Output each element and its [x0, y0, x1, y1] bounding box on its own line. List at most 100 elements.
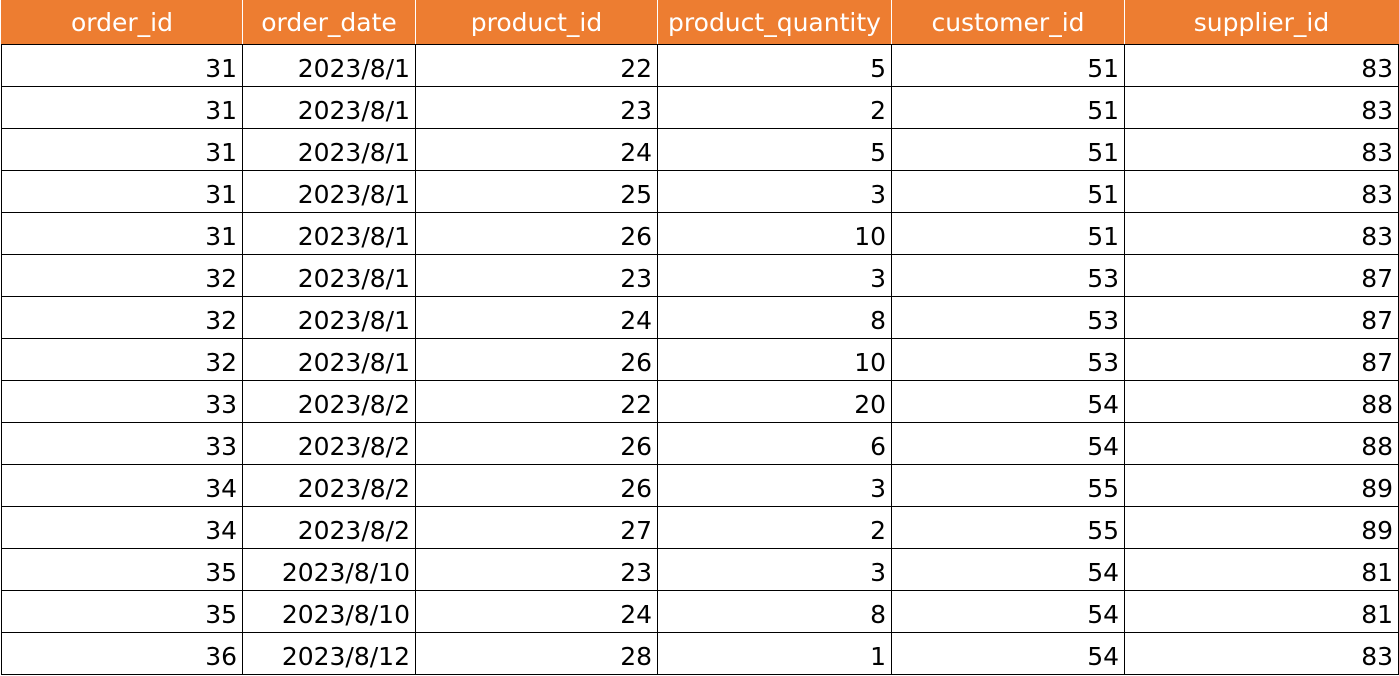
cell-order-date: 2023/8/1	[242, 128, 416, 171]
cell-customer-id: 53	[891, 338, 1125, 381]
cell-product-quantity: 8	[657, 590, 892, 633]
table-row: 34 2023/8/2 26 3 55 89	[1, 464, 1399, 507]
cell-order-id: 34	[1, 464, 243, 507]
cell-order-date: 2023/8/2	[242, 422, 416, 465]
cell-customer-id: 51	[891, 170, 1125, 213]
column-header-product-quantity: product_quantity	[657, 0, 892, 45]
cell-order-date: 2023/8/1	[242, 212, 416, 255]
cell-order-date: 2023/8/1	[242, 254, 416, 297]
cell-supplier-id: 83	[1124, 632, 1399, 675]
cell-product-quantity: 10	[657, 338, 892, 381]
cell-order-id: 33	[1, 380, 243, 423]
cell-product-quantity: 3	[657, 548, 892, 591]
cell-product-id: 25	[415, 170, 658, 213]
cell-order-id: 35	[1, 548, 243, 591]
column-header-supplier-id: supplier_id	[1124, 0, 1399, 45]
cell-product-quantity: 3	[657, 464, 892, 507]
cell-product-id: 26	[415, 422, 658, 465]
cell-supplier-id: 81	[1124, 590, 1399, 633]
cell-order-date: 2023/8/1	[242, 338, 416, 381]
cell-order-date: 2023/8/1	[242, 170, 416, 213]
cell-customer-id: 51	[891, 212, 1125, 255]
table-row: 31 2023/8/1 26 10 51 83	[1, 212, 1399, 255]
cell-product-quantity: 1	[657, 632, 892, 675]
cell-supplier-id: 83	[1124, 86, 1399, 129]
cell-order-id: 31	[1, 170, 243, 213]
cell-order-id: 31	[1, 212, 243, 255]
table-row: 31 2023/8/1 23 2 51 83	[1, 86, 1399, 129]
cell-customer-id: 55	[891, 506, 1125, 549]
cell-product-quantity: 5	[657, 44, 892, 87]
cell-order-date: 2023/8/1	[242, 296, 416, 339]
table-row: 35 2023/8/10 23 3 54 81	[1, 548, 1399, 591]
cell-order-date: 2023/8/2	[242, 380, 416, 423]
cell-supplier-id: 83	[1124, 128, 1399, 171]
cell-product-id: 26	[415, 212, 658, 255]
cell-product-quantity: 10	[657, 212, 892, 255]
table-row: 31 2023/8/1 22 5 51 83	[1, 44, 1399, 87]
cell-product-id: 24	[415, 296, 658, 339]
cell-order-id: 32	[1, 296, 243, 339]
cell-customer-id: 51	[891, 44, 1125, 87]
cell-customer-id: 54	[891, 422, 1125, 465]
cell-product-quantity: 8	[657, 296, 892, 339]
table-row: 35 2023/8/10 24 8 54 81	[1, 590, 1399, 633]
cell-order-id: 33	[1, 422, 243, 465]
cell-order-id: 35	[1, 590, 243, 633]
table-row: 33 2023/8/2 26 6 54 88	[1, 422, 1399, 465]
cell-customer-id: 54	[891, 548, 1125, 591]
cell-product-quantity: 2	[657, 86, 892, 129]
cell-order-id: 34	[1, 506, 243, 549]
cell-order-id: 32	[1, 338, 243, 381]
header-row: order_id order_date product_id product_quan…	[1, 0, 1399, 45]
cell-product-quantity: 2	[657, 506, 892, 549]
cell-customer-id: 51	[891, 128, 1125, 171]
table-row: 36 2023/8/12 28 1 54 83	[1, 632, 1399, 675]
cell-supplier-id: 88	[1124, 422, 1399, 465]
cell-supplier-id: 83	[1124, 44, 1399, 87]
cell-order-id: 36	[1, 632, 243, 675]
cell-order-date: 2023/8/1	[242, 44, 416, 87]
cell-product-id: 23	[415, 548, 658, 591]
cell-product-id: 26	[415, 338, 658, 381]
cell-supplier-id: 83	[1124, 212, 1399, 255]
table-row: 31 2023/8/1 25 3 51 83	[1, 170, 1399, 213]
cell-customer-id: 51	[891, 86, 1125, 129]
cell-supplier-id: 87	[1124, 254, 1399, 297]
cell-product-id: 22	[415, 380, 658, 423]
table-body: 31 2023/8/1 22 5 51 83 31 2023/8/1 23 2 51 83 31 2023…	[1, 44, 1399, 675]
cell-supplier-id: 88	[1124, 380, 1399, 423]
cell-product-quantity: 5	[657, 128, 892, 171]
cell-supplier-id: 87	[1124, 338, 1399, 381]
cell-product-id: 22	[415, 44, 658, 87]
cell-order-date: 2023/8/1	[242, 86, 416, 129]
column-header-product-id: product_id	[415, 0, 658, 45]
cell-customer-id: 55	[891, 464, 1125, 507]
table-row: 32 2023/8/1 23 3 53 87	[1, 254, 1399, 297]
table-row: 34 2023/8/2 27 2 55 89	[1, 506, 1399, 549]
cell-order-date: 2023/8/10	[242, 590, 416, 633]
cell-order-date: 2023/8/2	[242, 506, 416, 549]
cell-supplier-id: 87	[1124, 296, 1399, 339]
cell-order-id: 31	[1, 86, 243, 129]
cell-customer-id: 53	[891, 254, 1125, 297]
table-row: 31 2023/8/1 24 5 51 83	[1, 128, 1399, 171]
cell-supplier-id: 89	[1124, 506, 1399, 549]
column-header-order-date: order_date	[242, 0, 416, 45]
cell-customer-id: 54	[891, 632, 1125, 675]
cell-supplier-id: 83	[1124, 170, 1399, 213]
cell-product-id: 27	[415, 506, 658, 549]
cell-product-quantity: 3	[657, 254, 892, 297]
cell-customer-id: 54	[891, 590, 1125, 633]
cell-order-id: 31	[1, 128, 243, 171]
table-row: 33 2023/8/2 22 20 54 88	[1, 380, 1399, 423]
table-row: 32 2023/8/1 24 8 53 87	[1, 296, 1399, 339]
column-header-order-id: order_id	[1, 0, 243, 45]
cell-product-id: 28	[415, 632, 658, 675]
cell-customer-id: 54	[891, 380, 1125, 423]
cell-order-id: 32	[1, 254, 243, 297]
cell-order-date: 2023/8/10	[242, 548, 416, 591]
column-header-customer-id: customer_id	[891, 0, 1125, 45]
cell-product-id: 23	[415, 254, 658, 297]
